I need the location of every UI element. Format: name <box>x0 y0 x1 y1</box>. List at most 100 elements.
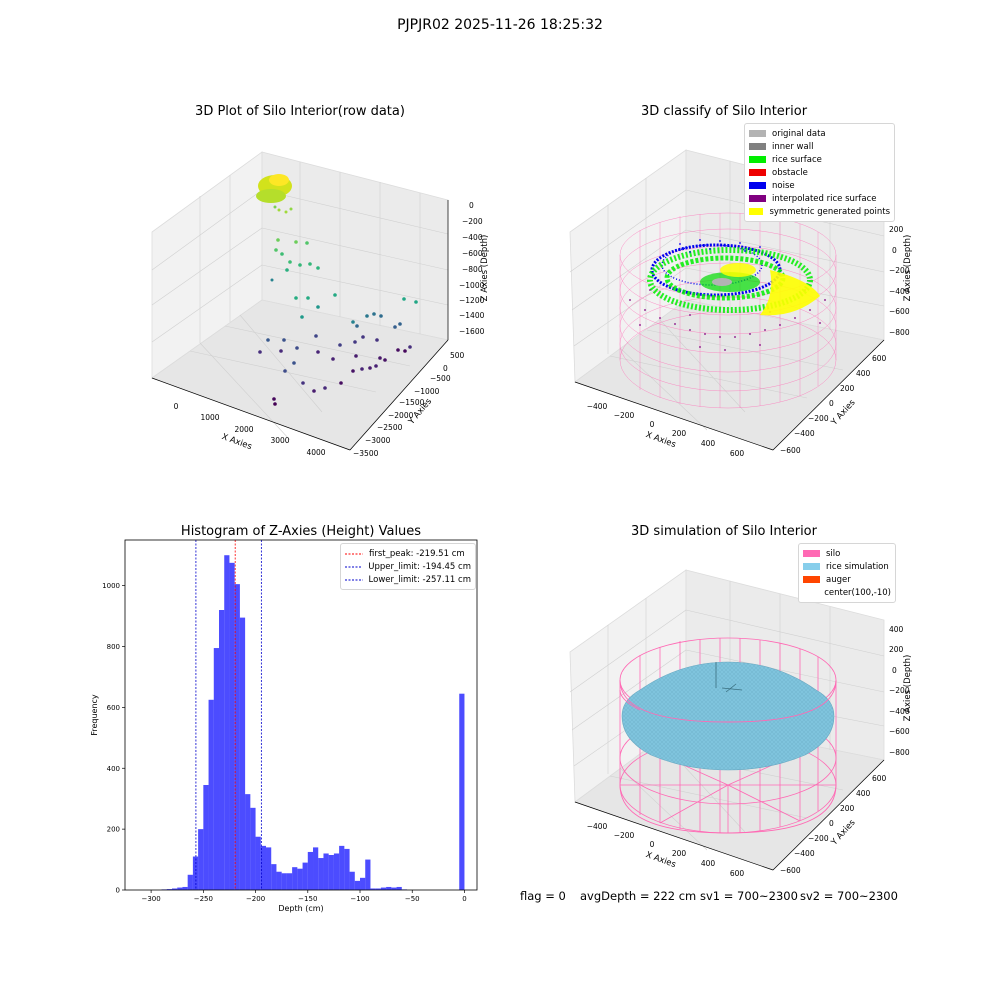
histogram-bar <box>219 610 225 890</box>
histogram-xlabel: Depth (cm) <box>278 904 323 913</box>
histogram-bar <box>386 886 392 890</box>
simulation-zlabel: Z Axies (Depth) <box>903 655 913 722</box>
legend-swatch <box>749 156 766 163</box>
simulation-legend: silo rice simulation auger center(100,-1… <box>798 543 896 603</box>
legend-label: rice simulation <box>826 561 889 572</box>
histogram-bar <box>172 888 178 890</box>
histogram-bar <box>328 855 334 890</box>
classify-xtick: 200 <box>672 429 687 438</box>
sv2-text: sv2 = 700~2300 <box>800 889 898 903</box>
classify-ytick: 400 <box>856 369 871 378</box>
raw-ztick: −400 <box>462 233 483 242</box>
legend-swatch <box>749 182 766 189</box>
simulation-ztick: 200 <box>889 645 904 654</box>
legend-swatch <box>749 169 766 176</box>
histogram-bar <box>396 886 402 890</box>
simulation-ytick: 400 <box>856 789 871 798</box>
histogram-bar <box>255 836 261 890</box>
histogram-ytick-label: 1000 <box>102 582 120 590</box>
simulation-ytick: −600 <box>780 866 801 875</box>
histogram-chart: −300 −250 −200 −150 −100 −50 0 0 200 400 600 800 10… <box>90 539 478 913</box>
histogram-bar <box>370 888 376 890</box>
histogram-ytick-label: 600 <box>107 704 120 712</box>
histogram-bar <box>292 867 298 890</box>
classify-zlabel: Z Axies (Depth) <box>903 235 913 302</box>
raw-ztick: −1000 <box>459 281 485 290</box>
legend-item: silo <box>803 547 891 560</box>
legend-item: interpolated rice surface <box>749 192 890 205</box>
raw-ztick: −800 <box>462 265 483 274</box>
raw-xtick: 3000 <box>270 436 289 445</box>
legend-label: rice surface <box>772 154 822 165</box>
simulation-ytick: −400 <box>794 849 815 858</box>
histogram-bar <box>365 859 371 890</box>
classify-xtick: 400 <box>701 439 716 448</box>
histogram-bar <box>323 853 329 890</box>
histogram-bar <box>213 648 220 890</box>
legend-label: symmetric generated points <box>769 206 890 217</box>
legend-item: Lower_limit: -257.11 cm <box>345 573 471 586</box>
legend-swatch <box>749 208 764 215</box>
legend-swatch <box>749 143 766 150</box>
raw-ytick: −1500 <box>399 398 425 407</box>
raw-ztick: −1600 <box>459 327 485 336</box>
figure-title: PJPJR02 2025-11-26 18:25:32 <box>397 17 603 33</box>
histogram-bar <box>245 794 251 890</box>
histogram-bar <box>203 785 209 890</box>
legend-item: symmetric generated points <box>749 205 890 218</box>
raw-zlabel: Z Axies (Depth) <box>480 235 490 302</box>
classify-ytick: −600 <box>780 446 801 455</box>
legend-line-blue <box>345 579 363 580</box>
classify-xtick: −400 <box>587 402 608 411</box>
raw-3d-plot: 0 1000 2000 3000 4000 500 0 −500 −1000 −… <box>151 151 490 458</box>
histogram-bar <box>302 862 308 890</box>
classify-ytick: 0 <box>829 399 834 408</box>
simulation-xtick: 600 <box>730 869 745 878</box>
raw-ztick: 0 <box>469 201 474 210</box>
histogram-ytick-label: 800 <box>107 643 120 651</box>
simulation-xtick: 0 <box>650 840 655 849</box>
classify-legend: original data inner wall rice surface ob… <box>744 123 895 222</box>
histogram-bar <box>271 864 277 890</box>
classify-ztick: −400 <box>889 287 910 296</box>
legend-swatch <box>803 589 818 596</box>
legend-label: original data <box>772 128 826 139</box>
raw-ztick: −1200 <box>459 296 485 305</box>
simulation-xtick: −200 <box>614 831 635 840</box>
legend-swatch <box>803 563 820 570</box>
legend-label: center(100,-10) <box>824 587 891 598</box>
classify-ztick: 200 <box>889 225 904 234</box>
histogram-bar <box>239 617 246 890</box>
raw-ytick: −500 <box>430 374 451 383</box>
simulation-ztick: −400 <box>889 707 910 716</box>
simulation-ytick: 200 <box>840 804 855 813</box>
legend-label: silo <box>826 548 841 559</box>
legend-line-blue <box>345 566 363 567</box>
classify-xtick: 0 <box>650 420 655 429</box>
histogram-xtick-label: −250 <box>194 895 213 903</box>
simulation-3d-plot: −400 −200 0 200 400 600 600 400 200 0 −2… <box>569 569 913 878</box>
histogram-bar <box>333 853 340 890</box>
legend-label: first_peak: -219.51 cm <box>369 548 465 559</box>
classify-ztick: −200 <box>889 266 910 275</box>
histogram-bar <box>344 848 350 890</box>
histogram-bar <box>234 584 240 890</box>
simulation-ztick: −800 <box>889 748 910 757</box>
simulation-ytick: −200 <box>808 834 829 843</box>
histogram-bar <box>177 887 183 890</box>
histogram-bar <box>250 807 256 890</box>
legend-swatch <box>803 550 820 557</box>
histogram-bar <box>281 873 287 890</box>
legend-label: obstacle <box>772 167 808 178</box>
raw-ytick: −2500 <box>377 423 403 432</box>
classify-ytick: 600 <box>872 354 887 363</box>
legend-swatch <box>749 195 766 202</box>
raw-ztick: −1400 <box>459 311 485 320</box>
histogram-bar <box>208 699 214 890</box>
legend-item: center(100,-10) <box>803 586 891 599</box>
simulation-xtick: 200 <box>672 849 687 858</box>
histogram-bar <box>375 888 381 890</box>
classify-ytick: −400 <box>794 429 815 438</box>
classify-3d-plot: −400 −200 0 200 400 600 600 400 200 0 −2… <box>569 149 913 458</box>
histogram-title: Histogram of Z-Axies (Height) Values <box>180 524 422 539</box>
